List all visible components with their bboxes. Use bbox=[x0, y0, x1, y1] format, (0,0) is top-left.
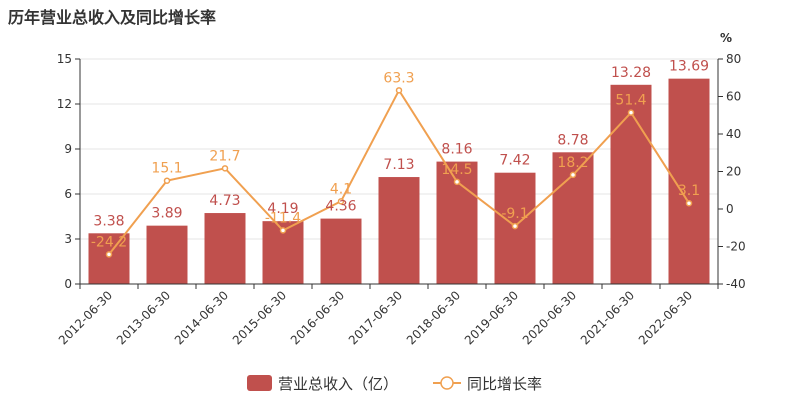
chart-title: 历年营业总收入及同比增长率 bbox=[8, 8, 217, 27]
bar-value-label: 13.69 bbox=[669, 59, 709, 75]
bar bbox=[378, 177, 420, 284]
x-tick-label: 2018-06-30 bbox=[404, 288, 463, 347]
x-tick-label: 2016-06-30 bbox=[288, 288, 347, 347]
bar-value-label: 7.42 bbox=[499, 153, 530, 169]
bar bbox=[204, 213, 246, 284]
growth-point bbox=[279, 227, 287, 234]
growth-value-label: 4.1 bbox=[330, 181, 352, 197]
y-left-tick-label: 0 bbox=[64, 277, 72, 291]
growth-point bbox=[685, 199, 693, 207]
bar-value-label: 4.36 bbox=[325, 199, 356, 215]
bar-value-label: 4.73 bbox=[209, 193, 240, 209]
x-tick-label: 2015-06-30 bbox=[230, 288, 289, 347]
x-tick-label: 2021-06-30 bbox=[578, 288, 637, 347]
y-right-tick-label: 80 bbox=[726, 52, 741, 66]
x-tick-label: 2022-06-30 bbox=[636, 288, 695, 347]
x-tick-label: 2013-06-30 bbox=[114, 288, 173, 347]
x-tick-label: 2020-06-30 bbox=[520, 288, 579, 347]
growth-value-label: 21.7 bbox=[209, 148, 240, 164]
growth-point bbox=[163, 177, 171, 184]
bar bbox=[610, 84, 652, 284]
growth-point bbox=[337, 198, 345, 205]
growth-value-label: 14.5 bbox=[441, 162, 472, 178]
y-right-tick-label: 40 bbox=[726, 127, 741, 141]
y-left-tick-label: 15 bbox=[57, 52, 72, 66]
growth-point bbox=[627, 109, 635, 116]
growth-point bbox=[569, 171, 577, 179]
growth-point bbox=[395, 87, 403, 94]
growth-value-label: 51.4 bbox=[615, 93, 646, 109]
legend-line-marker[interactable] bbox=[440, 376, 454, 390]
y-right-tick-label: 20 bbox=[726, 165, 741, 179]
y-right-tick-label: -20 bbox=[726, 240, 746, 254]
growth-value-label: 15.1 bbox=[151, 161, 182, 177]
y-right-axis-unit: % bbox=[720, 31, 732, 45]
growth-point bbox=[453, 178, 461, 186]
y-right-tick-label: -40 bbox=[726, 277, 746, 291]
bar-value-label: 4.19 bbox=[267, 201, 298, 217]
growth-value-label: 3.1 bbox=[678, 183, 700, 199]
y-right-tick-label: 60 bbox=[726, 90, 741, 104]
legend-bar-label[interactable]: 营业总收入（亿） bbox=[278, 375, 398, 393]
y-right-tick-label: 0 bbox=[726, 202, 734, 216]
x-tick-label: 2012-06-30 bbox=[56, 288, 115, 347]
growth-value-label: 63.3 bbox=[383, 70, 414, 86]
x-tick-label: 2017-06-30 bbox=[346, 288, 405, 347]
bar-value-label: 3.38 bbox=[93, 213, 124, 229]
bar-value-label: 8.78 bbox=[557, 132, 588, 148]
growth-value-label: 18.2 bbox=[557, 155, 588, 171]
x-tick-label: 2014-06-30 bbox=[172, 288, 231, 347]
legend-bar-swatch[interactable] bbox=[247, 375, 272, 391]
x-tick-label: 2019-06-30 bbox=[462, 288, 521, 347]
growth-point bbox=[511, 222, 519, 230]
growth-value-label: -11.4 bbox=[265, 210, 301, 226]
y-left-tick-label: 9 bbox=[64, 142, 72, 156]
bar-value-label: 8.16 bbox=[441, 142, 472, 158]
growth-point bbox=[105, 251, 113, 258]
growth-value-label: -24.2 bbox=[91, 234, 127, 250]
growth-point bbox=[221, 165, 229, 172]
bar bbox=[88, 233, 130, 284]
legend-line-label[interactable]: 同比增长率 bbox=[467, 375, 542, 393]
bar bbox=[146, 225, 188, 284]
y-left-tick-label: 3 bbox=[64, 232, 72, 246]
bar-value-label: 13.28 bbox=[611, 65, 651, 81]
legend[interactable]: 营业总收入（亿） 同比增长率 bbox=[247, 375, 542, 393]
bar-value-label: 7.13 bbox=[383, 157, 414, 173]
bar bbox=[320, 218, 362, 284]
y-left-tick-label: 6 bbox=[64, 187, 72, 201]
bars bbox=[88, 78, 710, 285]
growth-line bbox=[105, 87, 693, 258]
bar-value-label: 3.89 bbox=[151, 206, 182, 222]
growth-value-label: -9.1 bbox=[501, 206, 528, 222]
data-labels: 3.38 3.89 4.73 4.19 4.36 7.13 8.16 7.42 8.78 13.2… bbox=[91, 59, 709, 251]
y-left-tick-label: 12 bbox=[57, 97, 72, 111]
